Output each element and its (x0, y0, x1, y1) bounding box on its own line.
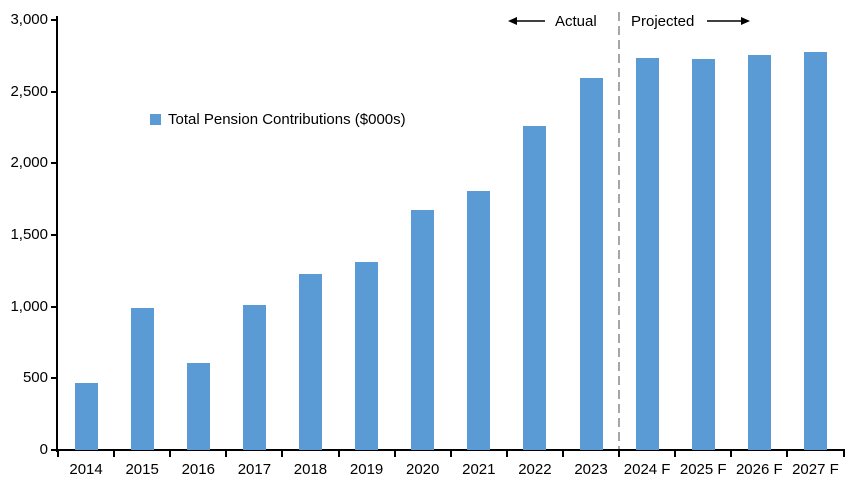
x-tick-label: 2016 (181, 461, 215, 478)
x-tick-mark (842, 451, 845, 457)
bar-2025-f (691, 59, 715, 450)
legend-label: Total Pension Contributions ($000s) (168, 111, 406, 128)
bar-2016 (186, 362, 210, 450)
y-tick-mark (51, 90, 56, 93)
bar-2020 (411, 209, 435, 450)
y-tick-label: 3,000 (10, 11, 48, 28)
y-tick-label: 500 (22, 369, 48, 387)
y-tick-label: 2,500 (10, 82, 48, 100)
bar-2019 (355, 261, 379, 450)
bar-2015 (130, 308, 154, 450)
x-tick-mark (730, 451, 733, 457)
x-tick-mark (113, 451, 116, 457)
y-tick-mark (51, 449, 56, 451)
x-tick-label: 2017 (237, 461, 272, 478)
arrow-left-icon (508, 17, 545, 25)
bar-2017 (242, 304, 266, 450)
x-tick-label: 2020 (406, 461, 440, 478)
y-axis-line (56, 16, 58, 452)
x-tick-mark (618, 451, 621, 457)
bar-2027-f (803, 51, 827, 450)
x-tick-label: 2014 (69, 461, 103, 478)
bar-2023 (579, 78, 603, 450)
x-tick-mark (225, 451, 228, 457)
y-tick-label: 1,500 (10, 226, 48, 243)
x-tick-label: 2027 F (792, 461, 839, 478)
x-tick-label: 2026 F (735, 461, 783, 478)
bar-2018 (298, 273, 322, 450)
x-tick-label: 2015 (125, 461, 159, 478)
y-tick-label: 0 (39, 441, 48, 458)
legend-marker-icon (150, 114, 161, 125)
x-tick-label: 2023 (574, 461, 608, 478)
y-tick-mark (51, 19, 56, 21)
x-axis-line (56, 449, 845, 451)
x-tick-label: 2024 F (623, 461, 671, 478)
y-tick-label: 1,000 (10, 297, 48, 315)
x-tick-mark (674, 451, 677, 457)
x-tick-label: 2022 (518, 461, 552, 478)
projected-label: Projected (631, 13, 695, 30)
x-tick-mark (281, 451, 284, 457)
bar-2021 (467, 191, 491, 450)
x-tick-label: 2021 (462, 461, 496, 478)
x-tick-mark (561, 451, 564, 457)
y-tick-mark (51, 162, 56, 165)
x-tick-label: 2018 (293, 461, 328, 478)
x-tick-mark (57, 451, 59, 457)
actual-label: Actual (555, 13, 597, 30)
x-tick-label: 2025 F (679, 461, 727, 478)
y-tick-mark (51, 305, 56, 308)
x-tick-mark (337, 451, 340, 457)
y-tick-label: 2,000 (10, 154, 48, 172)
x-tick-mark (505, 451, 508, 457)
x-tick-mark (449, 451, 452, 457)
x-tick-label: 2019 (349, 461, 384, 478)
chart-legend: Total Pension Contributions ($000s) (150, 111, 406, 128)
x-tick-mark (169, 451, 172, 457)
bar-2014 (74, 382, 98, 450)
bar-2022 (523, 126, 547, 450)
bar-2026-f (747, 55, 771, 450)
bar-2024-f (635, 57, 659, 450)
actual-projected-divider (618, 12, 621, 450)
x-tick-mark (786, 451, 789, 457)
x-tick-mark (393, 451, 396, 457)
y-tick-mark (51, 234, 56, 236)
arrow-right-icon (707, 17, 750, 25)
y-tick-mark (51, 377, 56, 380)
